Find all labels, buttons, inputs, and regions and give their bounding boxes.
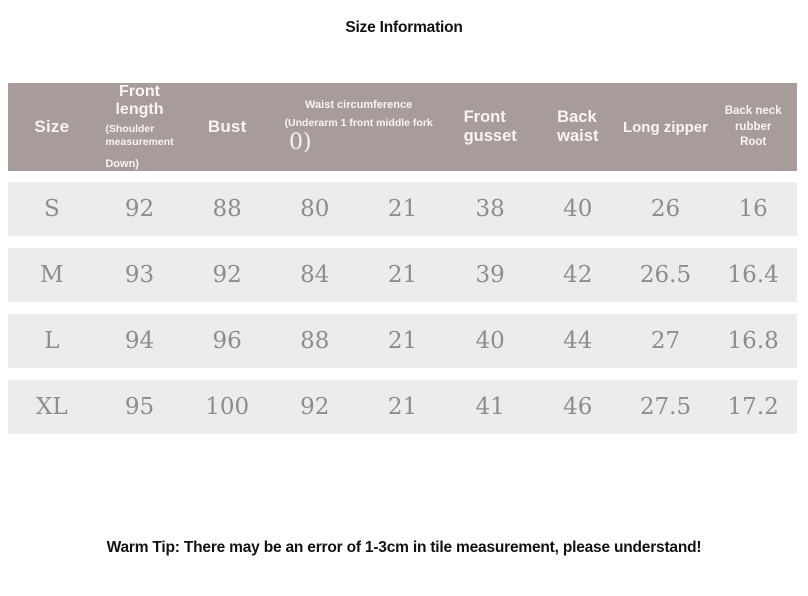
back-waist-line: waist xyxy=(557,127,599,146)
value-cell: 92 xyxy=(300,394,330,420)
table-row-m: M 93 92 84 21 39 42 26.5 16.4 xyxy=(8,248,797,302)
size-table: Size Front length (Shoulder measurement … xyxy=(8,83,797,434)
waist-header-line: 0) xyxy=(288,130,312,156)
front-length-label: Front length xyxy=(115,83,164,119)
value-cell: 26.5 xyxy=(639,262,692,288)
table-header-row: Size Front length (Shoulder measurement … xyxy=(8,83,797,171)
value-cell: 26 xyxy=(650,196,681,222)
size-cell: M xyxy=(40,262,64,288)
col-header-long-zipper: Long zipper xyxy=(622,118,708,136)
value-cell: 88 xyxy=(212,196,242,222)
value-cell: 93 xyxy=(124,262,155,288)
value-cell: 40 xyxy=(475,328,505,354)
value-cell: 21 xyxy=(387,262,418,288)
value-cell: 16 xyxy=(738,196,768,222)
back-neck-line: Back neck xyxy=(724,105,782,118)
back-waist-line: Back xyxy=(557,107,597,126)
value-cell: 16.8 xyxy=(727,328,779,354)
value-cell: 17.2 xyxy=(727,394,779,420)
value-cell: 41 xyxy=(475,394,505,420)
col-header-front-length: Front length (Shoulder measurement Down) xyxy=(96,83,184,172)
table-row-s: S 92 88 80 21 38 40 26 16 xyxy=(8,182,797,236)
table-body: S 92 88 80 21 38 40 26 16 M 93 92 84 21 … xyxy=(8,182,797,434)
value-cell: 38 xyxy=(475,196,505,222)
value-cell: 95 xyxy=(124,394,155,420)
table-row-l: L 94 96 88 21 40 44 27 16.8 xyxy=(8,314,797,368)
value-cell: 39 xyxy=(475,262,505,288)
col-header-size: Size xyxy=(34,117,70,137)
value-cell: 44 xyxy=(563,328,593,354)
value-cell: 27 xyxy=(650,328,681,354)
front-length-note-line: measurement xyxy=(105,136,174,149)
table-row-xl: XL 95 100 92 21 41 46 27.5 17.2 xyxy=(8,380,797,434)
front-length-note-line: Down) xyxy=(105,158,139,171)
waist-header-line: (Underarm 1 front middle fork xyxy=(284,117,433,130)
value-cell: 40 xyxy=(563,196,593,222)
warm-tip: Warm Tip: There may be an error of 1-3cm… xyxy=(106,539,702,556)
value-cell: 96 xyxy=(212,328,242,354)
front-length-note: (Shoulder measurement Down) xyxy=(96,123,184,172)
value-cell: 42 xyxy=(563,262,593,288)
value-cell: 92 xyxy=(212,262,242,288)
value-cell: 100 xyxy=(205,394,250,420)
col-header-back-neck: Back neck rubber Root xyxy=(709,104,797,151)
size-cell: XL xyxy=(36,394,68,420)
value-cell: 16.4 xyxy=(727,262,779,288)
front-gusset-line: gusset xyxy=(463,127,517,146)
value-cell: 84 xyxy=(300,262,330,288)
back-neck-line: rubber xyxy=(734,120,772,133)
value-cell: 88 xyxy=(300,328,330,354)
col-header-front-gusset: Front gusset xyxy=(446,108,534,148)
col-header-back-waist: Back waist xyxy=(534,108,622,148)
value-cell: 80 xyxy=(300,196,330,222)
col-header-waist: Waist circumference (Underarm 1 front mi… xyxy=(271,99,446,155)
front-length-note-line: (Shoulder xyxy=(105,122,155,135)
value-cell: 94 xyxy=(124,328,155,354)
back-neck-line: Root xyxy=(740,136,767,149)
value-cell: 21 xyxy=(387,328,418,354)
waist-header-line: Waist circumference xyxy=(305,99,413,112)
value-cell: 27.5 xyxy=(639,394,692,420)
size-cell: L xyxy=(44,328,60,354)
value-cell: 21 xyxy=(387,196,418,222)
col-header-bust: Bust xyxy=(207,117,247,137)
value-cell: 21 xyxy=(387,394,418,420)
page-title: Size Information xyxy=(345,19,463,36)
value-cell: 92 xyxy=(124,196,155,222)
size-cell: S xyxy=(43,196,60,222)
front-gusset-line: Front xyxy=(463,107,506,126)
value-cell: 46 xyxy=(563,394,593,420)
